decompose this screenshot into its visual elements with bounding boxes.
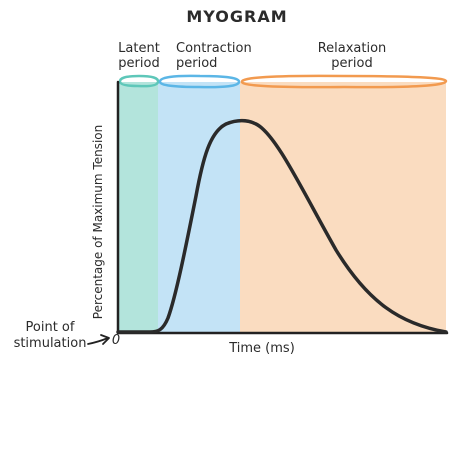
- contraction-label-line1: Contraction: [176, 41, 252, 56]
- relaxation-label-line2: period: [331, 56, 372, 71]
- diagram-title: MYOGRAM: [186, 7, 287, 26]
- twitch-curve: [116, 118, 448, 334]
- origin-label: 0: [112, 333, 120, 348]
- relaxation-period-region: [240, 82, 446, 332]
- y-axis-label: Percentage of Maximum Tension: [91, 125, 105, 319]
- stimulation-arrow-icon: [87, 334, 110, 345]
- x-axis-label: Time (ms): [228, 341, 295, 356]
- latent-label-line1: Latent: [118, 41, 160, 56]
- latent-label-line2: period: [118, 56, 159, 71]
- contraction-period-bracket: [158, 74, 241, 89]
- relaxation-period-bracket: [240, 74, 448, 89]
- latent-period-region: [118, 82, 158, 332]
- latent-period-bracket: [118, 74, 160, 88]
- relaxation-label-line1: Relaxation: [318, 41, 387, 56]
- stimulation-label-line2: stimulation: [14, 336, 87, 351]
- contraction-label-line2: period: [176, 56, 217, 71]
- contraction-period-region: [158, 82, 240, 332]
- stimulation-label-line1: Point of: [26, 320, 75, 335]
